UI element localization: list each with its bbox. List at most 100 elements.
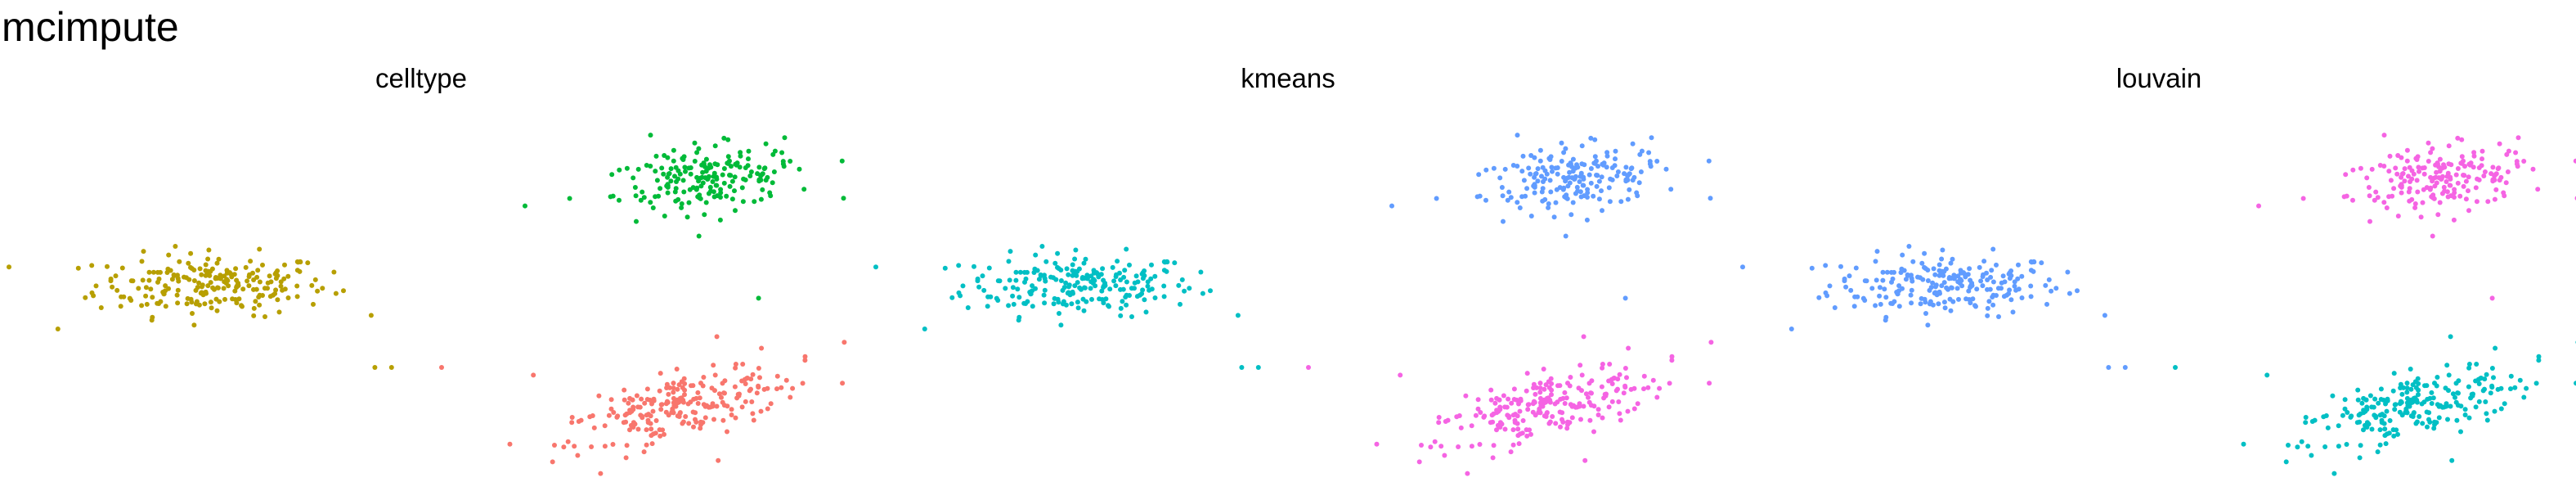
data-point: [997, 278, 1003, 284]
data-point: [665, 190, 671, 196]
data-point: [1530, 409, 1536, 415]
data-point: [1999, 286, 2004, 291]
data-point: [1569, 415, 1575, 421]
data-point: [686, 421, 692, 426]
data-point: [1928, 285, 1934, 291]
data-point: [790, 385, 796, 391]
data-point: [150, 295, 155, 300]
data-point: [155, 269, 160, 275]
data-point: [2404, 395, 2410, 401]
data-point: [733, 415, 738, 421]
data-point: [759, 345, 765, 351]
data-point: [659, 165, 665, 171]
data-point: [2491, 375, 2496, 381]
cluster-2: [567, 133, 846, 239]
data-point: [2489, 383, 2495, 389]
data-point: [657, 433, 663, 439]
data-point: [232, 288, 238, 294]
data-point: [2419, 401, 2425, 407]
data-point: [2466, 161, 2472, 167]
data-point: [758, 173, 764, 178]
data-point: [2006, 291, 2012, 296]
data-point: [1936, 262, 1942, 268]
data-point: [712, 143, 718, 149]
data-point: [2434, 180, 2439, 186]
data-point: [2357, 455, 2363, 461]
data-point: [1899, 266, 1905, 272]
data-point: [2471, 150, 2477, 155]
data-point: [1079, 275, 1085, 280]
data-point: [1604, 150, 1610, 155]
data-point: [615, 413, 621, 419]
data-point: [2007, 287, 2013, 293]
data-point: [1637, 151, 1643, 157]
data-point: [671, 400, 676, 406]
data-point: [1510, 427, 1516, 433]
data-point: [1537, 400, 1543, 406]
data-point: [1527, 427, 1533, 433]
data-point: [1809, 265, 1815, 271]
data-point: [2421, 171, 2427, 177]
data-point: [703, 200, 709, 205]
data-point: [657, 388, 662, 394]
data-point: [1900, 252, 1905, 258]
data-point: [1097, 296, 1102, 302]
data-point: [666, 171, 672, 176]
data-point: [2384, 408, 2390, 414]
data-point: [2498, 406, 2504, 412]
data-point: [688, 171, 693, 177]
data-point: [746, 148, 752, 154]
data-point: [1107, 286, 1113, 292]
data-point: [569, 420, 575, 426]
data-point: [2019, 295, 2025, 300]
data-point: [675, 386, 680, 392]
data-point: [981, 287, 987, 293]
data-point: [653, 169, 658, 174]
data-point: [1622, 383, 1628, 389]
data-point: [2425, 424, 2430, 430]
data-point: [668, 166, 674, 172]
data-point: [1606, 404, 1612, 410]
data-point: [639, 396, 644, 402]
data-point: [711, 363, 716, 368]
data-point: [1016, 295, 1022, 300]
data-point: [671, 390, 676, 395]
data-point: [1061, 285, 1067, 291]
data-point: [2488, 390, 2493, 396]
data-point: [2521, 159, 2527, 164]
data-point: [1075, 280, 1080, 286]
data-point: [2299, 439, 2304, 444]
data-point: [1102, 281, 1108, 286]
data-point: [294, 268, 300, 273]
data-point: [2445, 417, 2450, 422]
data-point: [698, 419, 703, 425]
data-point: [1064, 266, 1070, 272]
data-point: [121, 294, 127, 300]
data-point: [728, 173, 734, 178]
data-point: [658, 402, 664, 408]
data-point: [1436, 415, 1442, 420]
data-point: [1474, 194, 1480, 200]
data-point: [1638, 169, 1644, 174]
data-point: [2398, 183, 2403, 189]
data-point: [2331, 471, 2337, 476]
data-point: [2473, 185, 2479, 191]
data-point: [2536, 354, 2542, 359]
data-point: [664, 381, 670, 387]
data-point: [2474, 199, 2480, 205]
data-point: [1990, 279, 1996, 285]
panel-louvain: louvain: [1740, 63, 2576, 476]
data-point: [1988, 274, 1994, 280]
outlier-point: [2122, 365, 2128, 370]
data-point: [2514, 161, 2520, 167]
data-point: [2459, 160, 2465, 166]
data-point: [2408, 367, 2413, 372]
data-point: [182, 274, 186, 280]
data-point: [1600, 415, 1605, 421]
data-point: [2462, 412, 2468, 417]
data-point: [2394, 171, 2400, 177]
data-point: [2390, 388, 2396, 394]
outlier-point: [1389, 203, 1394, 209]
data-point: [2283, 459, 2289, 465]
data-point: [1990, 302, 1996, 308]
